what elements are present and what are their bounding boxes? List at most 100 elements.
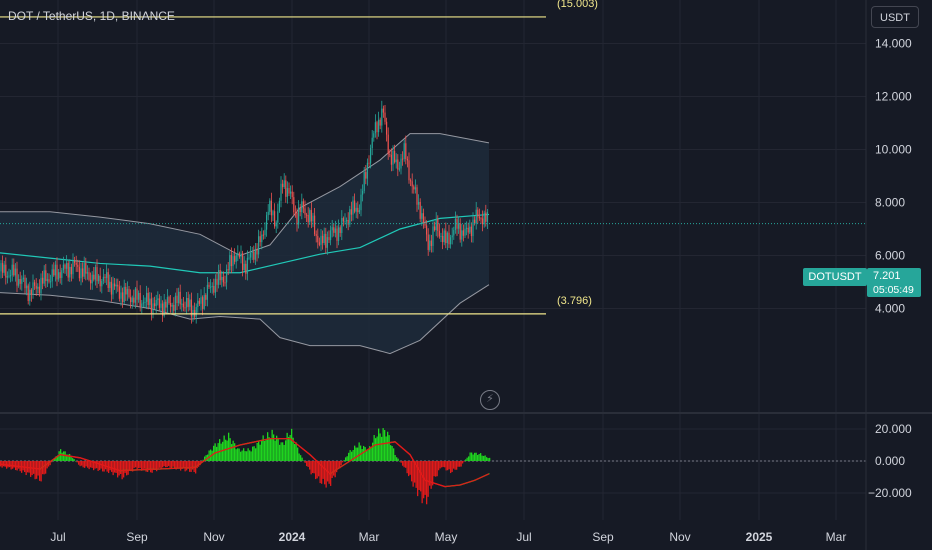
histogram-bar: [351, 451, 353, 461]
histogram-bar: [180, 461, 182, 471]
time-axis[interactable]: Jul Sep Nov 2024 Mar May Jul Sep Nov 2025 Mar: [50, 530, 846, 544]
candle-body: [482, 218, 484, 225]
candle-body: [14, 268, 16, 276]
candle-body: [430, 240, 432, 246]
histogram-bar: [342, 461, 344, 463]
time-tick-label: May: [435, 530, 458, 544]
histogram-bar: [54, 457, 56, 461]
histogram-bar: [169, 461, 171, 468]
candle-body: [462, 230, 464, 236]
candle-body: [62, 264, 64, 271]
candle-body: [264, 229, 266, 236]
candle-body: [182, 303, 184, 308]
symbol-tag: DOTUSDT: [803, 268, 867, 286]
candle-body: [179, 291, 181, 305]
candle-body: [406, 159, 408, 161]
histogram-bar: [403, 461, 405, 468]
candle-body: [29, 289, 31, 301]
candle-body: [485, 212, 487, 222]
candle-body: [275, 222, 277, 227]
candle-body: [11, 264, 13, 276]
candle-body: [360, 194, 362, 211]
candle-body: [470, 226, 472, 237]
histogram-bar: [120, 461, 122, 475]
candle-body: [248, 257, 250, 259]
bar-countdown: 05:05:49: [873, 284, 914, 296]
histogram-bar: [67, 454, 69, 461]
candle-body: [466, 227, 468, 229]
histogram-bar: [376, 436, 378, 461]
histogram-bar: [369, 446, 371, 461]
candle-body: [149, 298, 151, 305]
candle-body: [211, 285, 213, 287]
histogram-bar: [189, 461, 191, 472]
candle-body: [181, 303, 183, 305]
histogram-bar: [93, 461, 95, 471]
histogram-bar: [202, 459, 204, 461]
candle-body: [51, 269, 53, 282]
candle-body: [173, 304, 175, 311]
histogram-bar: [148, 461, 150, 470]
histogram-bar: [291, 428, 293, 461]
histogram-bar: [61, 452, 63, 461]
candle-body: [2, 263, 4, 273]
price-tick-label: 8.000: [875, 196, 905, 210]
candle-body: [453, 230, 455, 236]
chart-title: DOT / TetherUS, 1D, BINANCE: [8, 9, 175, 23]
histogram-bar: [102, 461, 104, 472]
candle-body: [454, 218, 456, 231]
time-tick-label: 2025: [746, 530, 773, 544]
candle-body: [331, 227, 333, 231]
histogram-bar: [232, 440, 234, 461]
candle-body: [230, 255, 232, 267]
histogram-bar: [432, 461, 434, 486]
histogram-bar: [156, 461, 158, 472]
histogram-bar: [465, 459, 467, 461]
histogram-bar: [279, 444, 281, 461]
candle-body: [333, 227, 335, 233]
candle-body: [440, 236, 442, 238]
histogram-bar: [78, 461, 80, 465]
candle-body: [221, 276, 223, 281]
histogram-bar: [58, 451, 60, 461]
histogram-bar: [175, 461, 177, 470]
candle-body: [66, 263, 68, 269]
histogram-bar: [334, 461, 336, 478]
candle-body: [410, 180, 412, 182]
histogram-bar: [252, 446, 254, 461]
candle-body: [251, 252, 253, 254]
lightning-icon[interactable]: ⚡︎: [480, 390, 500, 410]
candle-body: [58, 272, 60, 280]
candle-body: [325, 233, 327, 248]
histogram-bar: [462, 461, 464, 464]
histogram-bar: [312, 461, 314, 474]
candle-body: [136, 288, 138, 300]
candle-body: [238, 253, 240, 257]
histogram-bar: [375, 438, 377, 461]
histogram-bar: [456, 461, 458, 470]
histogram-bar: [109, 461, 111, 471]
histogram-bar: [285, 440, 287, 461]
histogram-bar: [426, 461, 428, 505]
candle-body: [82, 268, 84, 277]
candle-body: [282, 183, 284, 188]
candle-body: [150, 298, 152, 314]
time-tick-label: Sep: [592, 530, 614, 544]
histogram-bar: [300, 455, 302, 461]
candle-body: [232, 256, 234, 267]
candle-body: [187, 297, 189, 307]
candle-body: [101, 280, 103, 287]
histogram-bar: [129, 461, 131, 471]
candle-body: [110, 281, 112, 295]
histogram-bar: [220, 443, 222, 461]
candle-body: [254, 248, 256, 260]
oscillator-axis[interactable]: 20.000 0.000 −20.000: [868, 422, 912, 500]
candle-body: [400, 158, 402, 169]
histogram-bar: [186, 461, 188, 471]
candle-body: [424, 223, 426, 226]
candle-body: [386, 121, 388, 135]
histogram-bar: [307, 461, 309, 467]
currency-button[interactable]: USDT: [871, 6, 919, 28]
